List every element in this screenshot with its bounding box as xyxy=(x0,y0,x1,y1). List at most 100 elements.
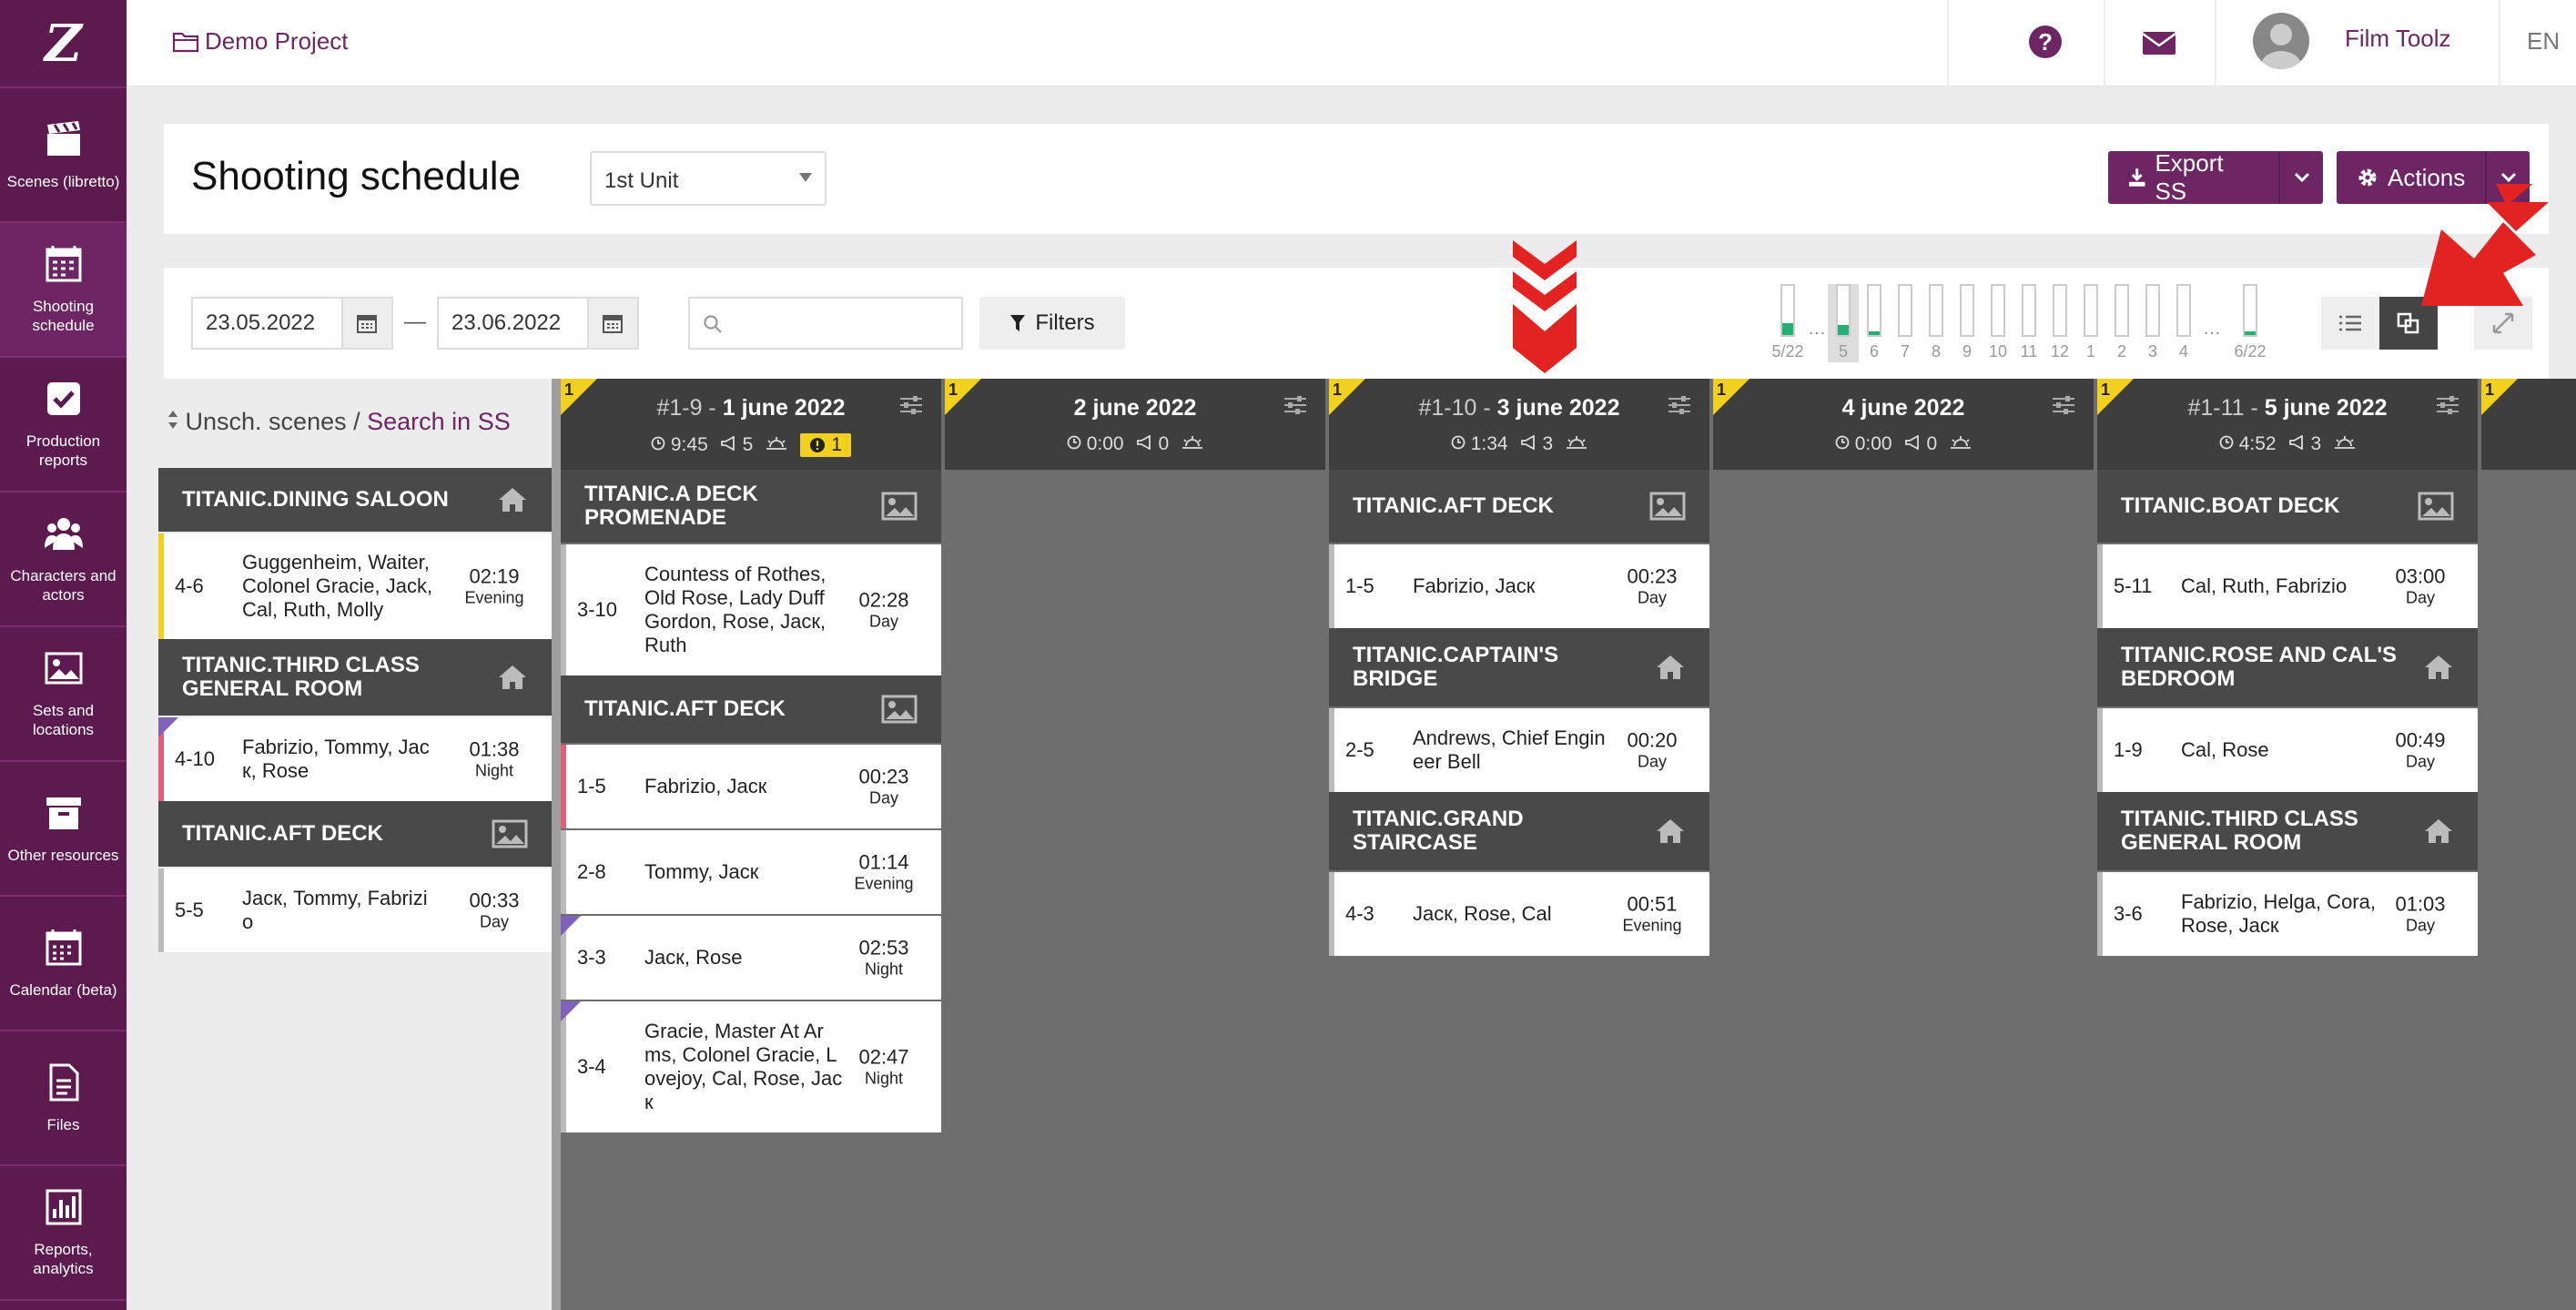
sidebar-item-scenes-libretto[interactable]: Scenes (libretto) xyxy=(0,88,127,223)
calendar-icon[interactable] xyxy=(586,299,637,348)
scene-card[interactable]: 3-3 Jacк, Rose 02:53 Night xyxy=(561,916,941,1000)
panel-resize-handle[interactable] xyxy=(552,379,561,1310)
sliders-icon[interactable] xyxy=(2052,395,2075,415)
day-header-next[interactable]: 1 xyxy=(2481,379,2576,470)
day-bar-track xyxy=(2022,284,2036,337)
location-header[interactable]: TITANIC.ROSE AND CAL'S BEDROOM xyxy=(2097,628,2478,706)
date-from-field[interactable]: 23.05.2022 xyxy=(191,297,393,350)
day-bar[interactable]: 4 xyxy=(2168,284,2199,362)
scene-flag-marker xyxy=(561,1001,581,1021)
scene-card[interactable]: 4-3 Jacк, Rose, Cal 00:51 Evening xyxy=(1329,872,1709,956)
export-button[interactable]: Export SS xyxy=(2108,149,2281,205)
location-header[interactable]: TITANIC.THIRD CLASS GENERAL ROOM xyxy=(158,639,552,716)
day-bar[interactable]: 9 xyxy=(1952,284,1983,362)
location-header[interactable]: TITANIC.THIRD CLASS GENERAL ROOM xyxy=(2097,792,2478,870)
sidebar-item-other-resources[interactable]: Other resources xyxy=(0,762,127,897)
scene-card[interactable]: 1-5 Fabrizio, Jacк 00:23 Day xyxy=(561,745,941,828)
sort-icon[interactable] xyxy=(167,410,178,430)
day-bar[interactable]: 3 xyxy=(2137,284,2168,362)
sidebar-item-calendar-beta[interactable]: Calendar (beta) xyxy=(0,897,127,1031)
scene-card[interactable]: 2-5 Andrews, Chief Engin eer Bell 00:20 Day xyxy=(1329,708,1709,792)
location-header[interactable]: TITANIC.CAPTAIN'S BRIDGE xyxy=(1329,628,1709,706)
sidebar-item-files[interactable]: Files xyxy=(0,1031,127,1166)
day-bar[interactable]: 5 xyxy=(1828,284,1859,362)
day-bar-label: 8 xyxy=(1931,342,1941,361)
scene-number: 3-6 xyxy=(2114,902,2143,925)
location-header[interactable]: TITANIC.AFT DECK xyxy=(158,801,552,867)
search-in-ss-link[interactable]: Search in SS xyxy=(367,408,511,435)
sidebar-item-characters-and-actors[interactable]: Characters and actors xyxy=(0,493,127,627)
app-logo[interactable]: Z xyxy=(0,0,127,88)
scene-number: 5-11 xyxy=(2114,574,2153,597)
sidebar-item-production-reports[interactable]: Production reports xyxy=(0,358,127,493)
scene-card[interactable]: 1-5 Fabrizio, Jacк 00:23 Day xyxy=(1329,544,1709,628)
scene-card[interactable]: 3-10 Countess of Rothes, Old Rose, Lady D… xyxy=(561,544,941,675)
scene-duration: 02:53 Night xyxy=(843,937,925,980)
scene-card[interactable]: 5-5 Jacк, Tommy, Fabrizi o 00:33 Day xyxy=(158,868,552,952)
sidebar-item-reports-analytics[interactable]: Reports, analytics xyxy=(0,1166,127,1301)
scene-daynight: Night xyxy=(864,1069,904,1088)
day-bar[interactable]: 6/22 xyxy=(2230,284,2270,362)
sidebar-item-label: Files xyxy=(46,1115,80,1133)
scene-card[interactable]: 4-10 Fabrizio, Tommy, Jac к, Rose 01:38 Nig… xyxy=(158,717,552,801)
day-bar-track xyxy=(1929,284,1943,337)
day-header[interactable]: 1 #1-10 - 3 june 2022 1:34 3 xyxy=(1329,379,1709,470)
language-switch[interactable]: EN xyxy=(2527,27,2561,55)
day-header[interactable]: 1 2 june 2022 0:00 0 xyxy=(945,379,1325,470)
help-icon[interactable]: ? xyxy=(2029,25,2062,58)
unit-select[interactable]: 1st Unit xyxy=(590,151,827,206)
day-bar[interactable]: 6 xyxy=(1859,284,1890,362)
project-link[interactable]: Demo Project xyxy=(172,27,349,56)
actions-button[interactable]: Actions xyxy=(2337,151,2488,204)
day-bar[interactable]: 7 xyxy=(1890,284,1921,362)
scene-card[interactable]: 5-11 Cal, Ruth, Fabrizio 03:00 Day xyxy=(2097,544,2478,628)
date-to-field[interactable]: 23.06.2022 xyxy=(437,297,639,350)
unscheduled-title[interactable]: Unsch. scenes xyxy=(185,408,347,435)
calendar-icon[interactable] xyxy=(340,299,391,348)
location-header[interactable]: TITANIC.BOAT DECK xyxy=(2097,470,2478,543)
location-header[interactable]: TITANIC.DINING SALOON xyxy=(158,468,552,532)
location-header[interactable]: TITANIC.A DECK PROMENADE xyxy=(561,470,941,543)
day-header[interactable]: 1 4 june 2022 0:00 0 xyxy=(1713,379,2094,470)
sidebar-item-shooting-schedule[interactable]: Shooting schedule xyxy=(0,223,127,358)
warning-badge[interactable]: 1 xyxy=(800,433,851,457)
mail-icon[interactable] xyxy=(2142,29,2176,61)
scene-time: 02:53 xyxy=(858,936,909,960)
avatar[interactable] xyxy=(2253,13,2309,69)
day-pages: 0 xyxy=(1904,433,1937,455)
day-bar[interactable]: 2 xyxy=(2106,284,2137,362)
export-dropdown-button[interactable] xyxy=(2280,151,2323,204)
day-bar-fill xyxy=(1869,330,1880,335)
location-header[interactable]: TITANIC.GRAND STAIRCASE xyxy=(1329,792,1709,870)
sliders-icon[interactable] xyxy=(1283,395,1307,415)
day-header[interactable]: 1 #1-11 - 5 june 2022 4:52 3 xyxy=(2097,379,2478,470)
day-bar[interactable]: 1 xyxy=(2075,284,2106,362)
day-bar[interactable]: 11 xyxy=(2013,284,2044,362)
list-view-toggle[interactable] xyxy=(2321,297,2379,350)
actions-dropdown-button[interactable] xyxy=(2487,151,2530,204)
sliders-icon[interactable] xyxy=(2436,395,2459,415)
export-button-label: Export SS xyxy=(2155,149,2224,205)
search-input[interactable] xyxy=(688,297,963,350)
day-bar-label: 4 xyxy=(2178,342,2188,361)
location-header[interactable]: TITANIC.AFT DECK xyxy=(1329,470,1709,543)
day-bar[interactable]: 10 xyxy=(1983,284,2013,362)
scene-card[interactable]: 1-9 Cal, Rose 00:49 Day xyxy=(2097,708,2478,792)
scene-card[interactable]: 4-6 Guggenheim, Waiter, Colonel Gracie, J… xyxy=(158,533,552,639)
day-date: 1 june 2022 xyxy=(722,395,846,421)
day-bar[interactable]: 12 xyxy=(2044,284,2075,362)
day-bar[interactable]: 5/22 xyxy=(1768,284,1808,362)
sidebar-item-sets-and-locations[interactable]: Sets and locations xyxy=(0,627,127,762)
sliders-icon[interactable] xyxy=(1668,395,1691,415)
scene-card[interactable]: 3-4 Gracie, Master At Ar ms, Colonel Grac… xyxy=(561,1001,941,1132)
scene-card[interactable]: 2-8 Tommy, Jacк 01:14 Evening xyxy=(561,830,941,914)
filters-button[interactable]: Filters xyxy=(979,297,1125,350)
scene-duration: 00:51 Evening xyxy=(1611,893,1693,936)
day-bar[interactable]: 8 xyxy=(1921,284,1952,362)
scene-card[interactable]: 3-6 Fabrizio, Helga, Cora, Rose, Jacк 01:0… xyxy=(2097,872,2478,956)
location-header[interactable]: TITANIC.AFT DECK xyxy=(561,675,941,743)
sliders-icon[interactable] xyxy=(899,395,923,415)
expand-icon xyxy=(2492,312,2514,334)
user-name[interactable]: Film Toolz xyxy=(2345,25,2451,52)
